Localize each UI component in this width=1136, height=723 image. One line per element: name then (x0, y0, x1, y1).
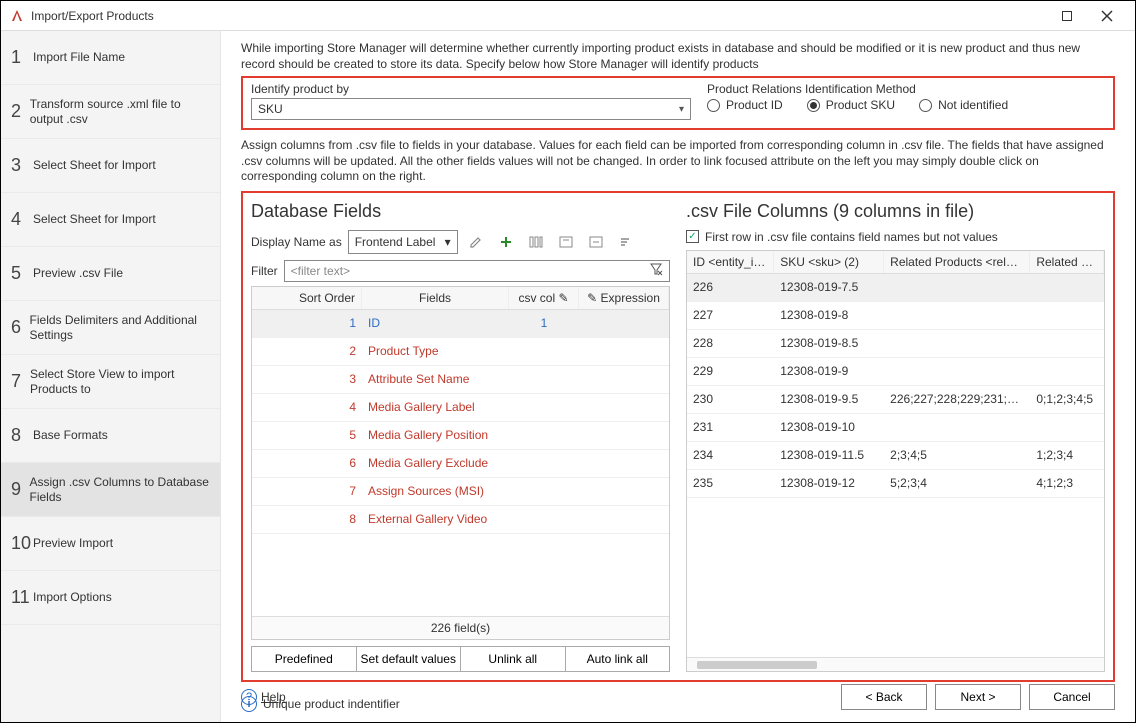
radio-option[interactable]: Product SKU (807, 98, 895, 112)
db-header: Sort Order Fields csv col ✎ ✎ Expression (252, 287, 669, 310)
wizard-step-8[interactable]: 8Base Formats (1, 409, 220, 463)
db-row[interactable]: 3Attribute Set Name (252, 366, 669, 394)
panels-box: Database Fields Display Name as Frontend… (241, 191, 1115, 682)
csv-row[interactable]: 22612308-019-7.5 (687, 274, 1104, 302)
add-icon[interactable] (494, 230, 518, 254)
help-icon: ? (241, 689, 257, 705)
chevron-down-icon: ▾ (679, 104, 684, 115)
insert-icon[interactable] (554, 230, 578, 254)
remove-icon[interactable] (584, 230, 608, 254)
wizard-step-5[interactable]: 5Preview .csv File (1, 247, 220, 301)
csv-columns-panel: .csv File Columns (9 columns in file) Fi… (686, 201, 1105, 672)
predefined-button[interactable]: Predefined (251, 646, 357, 672)
db-row[interactable]: 6Media Gallery Exclude (252, 450, 669, 478)
chevron-down-icon: ▾ (445, 235, 451, 249)
database-fields-panel: Database Fields Display Name as Frontend… (251, 201, 670, 672)
identify-box: Identify product by SKU ▾ Product Relati… (241, 76, 1115, 130)
sort-icon[interactable] (614, 230, 638, 254)
display-name-label: Display Name as (251, 235, 342, 249)
pencil-icon: ✎ (587, 291, 597, 305)
radio-group: Product ID Product SKU Not identified (707, 98, 1105, 112)
wizard-step-2[interactable]: 2Transform source .xml file to output .c… (1, 85, 220, 139)
csv-row[interactable]: 23512308-019-125;2;3;44;1;2;3 (687, 470, 1104, 498)
app-icon (9, 8, 25, 24)
columns-icon[interactable] (524, 230, 548, 254)
csv-row[interactable]: 23412308-019-11.52;3;4;51;2;3;4 (687, 442, 1104, 470)
wizard-step-1[interactable]: 1Import File Name (1, 31, 220, 85)
window-title: Import/Export Products (31, 9, 1047, 23)
csv-title: .csv File Columns (9 columns in file) (686, 201, 1105, 222)
wizard-step-11[interactable]: 11Import Options (1, 571, 220, 625)
content-area: While importing Store Manager will deter… (221, 31, 1135, 722)
maximize-button[interactable] (1047, 2, 1087, 30)
pencil-icon: ✎ (558, 291, 568, 305)
set-default-values-button[interactable]: Set default values (357, 646, 462, 672)
edit-icon[interactable] (464, 230, 488, 254)
next-button[interactable]: Next > (935, 684, 1021, 710)
intro-text: While importing Store Manager will deter… (241, 41, 1115, 72)
csv-header: ID <entity_id> (1) SKU <sku> (2) Related… (687, 251, 1104, 274)
wizard-step-3[interactable]: 3Select Sheet for Import (1, 139, 220, 193)
close-button[interactable] (1087, 2, 1127, 30)
unlink-all-button[interactable]: Unlink all (461, 646, 566, 672)
db-row[interactable]: 5Media Gallery Position (252, 422, 669, 450)
auto-link-all-button[interactable]: Auto link all (566, 646, 671, 672)
db-row[interactable]: 2Product Type (252, 338, 669, 366)
identify-label: Identify product by (251, 82, 691, 96)
first-row-checkbox[interactable]: First row in .csv file contains field na… (686, 230, 1105, 244)
display-name-select[interactable]: Frontend Label ▾ (348, 230, 458, 254)
filter-label: Filter (251, 264, 278, 278)
wizard-step-6[interactable]: 6Fields Delimiters and Additional Settin… (1, 301, 220, 355)
cancel-button[interactable]: Cancel (1029, 684, 1115, 710)
csv-row[interactable]: 22912308-019-9 (687, 358, 1104, 386)
wizard-sidebar: 1Import File Name2Transform source .xml … (1, 31, 221, 722)
identify-value: SKU (258, 102, 283, 116)
db-title: Database Fields (251, 201, 670, 222)
db-row[interactable]: 7Assign Sources (MSI) (252, 478, 669, 506)
radio-group-title: Product Relations Identification Method (707, 82, 1105, 96)
db-row[interactable]: 4Media Gallery Label (252, 394, 669, 422)
csv-row[interactable]: 23112308-019-10 (687, 414, 1104, 442)
radio-option[interactable]: Not identified (919, 98, 1008, 112)
db-row[interactable]: 1ID1 (252, 310, 669, 338)
wizard-step-10[interactable]: 10Preview Import (1, 517, 220, 571)
db-table: Sort Order Fields csv col ✎ ✎ Expression… (251, 286, 670, 640)
db-footer: 226 field(s) (252, 616, 669, 639)
checkbox-icon (686, 230, 699, 243)
csv-row[interactable]: 22712308-019-8 (687, 302, 1104, 330)
titlebar: Import/Export Products (1, 1, 1135, 31)
assign-text: Assign columns from .csv file to fields … (241, 138, 1115, 185)
back-button[interactable]: < Back (841, 684, 927, 710)
wizard-step-7[interactable]: 7Select Store View to import Products to (1, 355, 220, 409)
identify-select[interactable]: SKU ▾ (251, 98, 691, 120)
wizard-step-9[interactable]: 9Assign .csv Columns to Database Fields (1, 463, 220, 517)
db-row[interactable]: 8External Gallery Video (252, 506, 669, 534)
filter-input[interactable]: <filter text> (284, 260, 670, 282)
radio-option[interactable]: Product ID (707, 98, 783, 112)
help-link[interactable]: ? Help (241, 689, 286, 705)
csv-scrollbar[interactable] (687, 657, 1104, 671)
wizard-step-4[interactable]: 4Select Sheet for Import (1, 193, 220, 247)
csv-table: ID <entity_id> (1) SKU <sku> (2) Related… (686, 250, 1105, 672)
wizard-footer: ? Help < Back Next > Cancel (241, 684, 1115, 710)
clear-filter-icon[interactable] (649, 262, 663, 279)
csv-row[interactable]: 22812308-019-8.5 (687, 330, 1104, 358)
csv-row[interactable]: 23012308-019-9.5226;227;228;229;231;2320… (687, 386, 1104, 414)
